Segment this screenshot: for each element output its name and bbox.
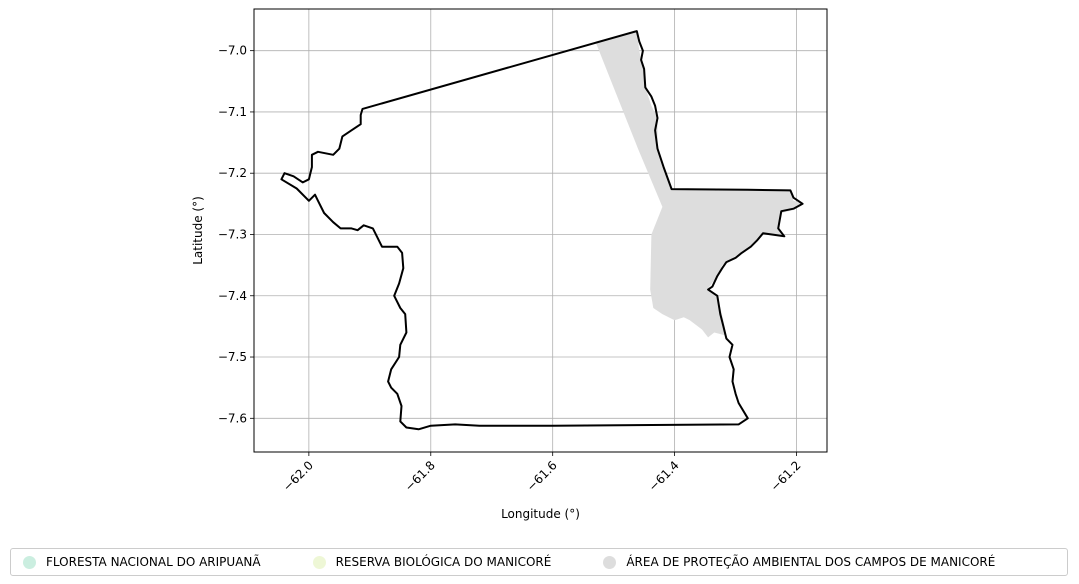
grid-lines	[254, 9, 827, 452]
y-tick-label: −7.2	[218, 166, 247, 180]
legend: FLORESTA NACIONAL DO ARIPUANÃ RESERVA BI…	[10, 548, 1068, 576]
y-tick-label: −7.1	[218, 105, 247, 119]
y-tick-label: −7.0	[218, 44, 247, 58]
y-tick-label: −7.4	[218, 289, 247, 303]
municipality-boundary	[280, 30, 804, 431]
y-axis-label: Latitude (°)	[191, 196, 205, 265]
plot-frame	[253, 8, 828, 453]
legend-label: RESERVA BIOLÓGICA DO MANICORÉ	[335, 555, 552, 569]
x-tick-label: −61.8	[402, 458, 438, 494]
y-tick-label: −7.5	[218, 350, 247, 364]
apa-area-shape	[595, 31, 803, 338]
x-tick-label: −61.4	[646, 458, 682, 494]
plot-area	[253, 8, 828, 453]
legend-marker-icon	[603, 555, 617, 569]
legend-item-reserva: RESERVA BIOLÓGICA DO MANICORÉ	[301, 555, 552, 569]
legend-label: FLORESTA NACIONAL DO ARIPUANÃ	[46, 555, 261, 569]
y-tick-label: −7.6	[218, 411, 247, 425]
legend-item-apa: ÁREA DE PROTEÇÃO AMBIENTAL DOS CAMPOS DE…	[591, 555, 995, 569]
x-tick-label: −62.0	[280, 458, 316, 494]
x-tick-label: −61.6	[524, 458, 560, 494]
legend-label: ÁREA DE PROTEÇÃO AMBIENTAL DOS CAMPOS DE…	[626, 555, 996, 569]
y-tick-label: −7.3	[218, 227, 247, 241]
x-tick-label: −61.2	[768, 458, 804, 494]
legend-marker-icon	[23, 555, 36, 569]
map-layers	[280, 30, 804, 431]
legend-item-floresta: FLORESTA NACIONAL DO ARIPUANÃ	[11, 555, 261, 569]
x-axis-label: Longitude (°)	[501, 507, 580, 521]
y-axis: −7.0 −7.1 −7.2 −7.3 −7.4 −7.5 −7.6	[218, 44, 254, 425]
legend-marker-icon	[312, 555, 326, 569]
x-axis: −62.0 −61.8 −61.6 −61.4 −61.2	[280, 452, 804, 494]
